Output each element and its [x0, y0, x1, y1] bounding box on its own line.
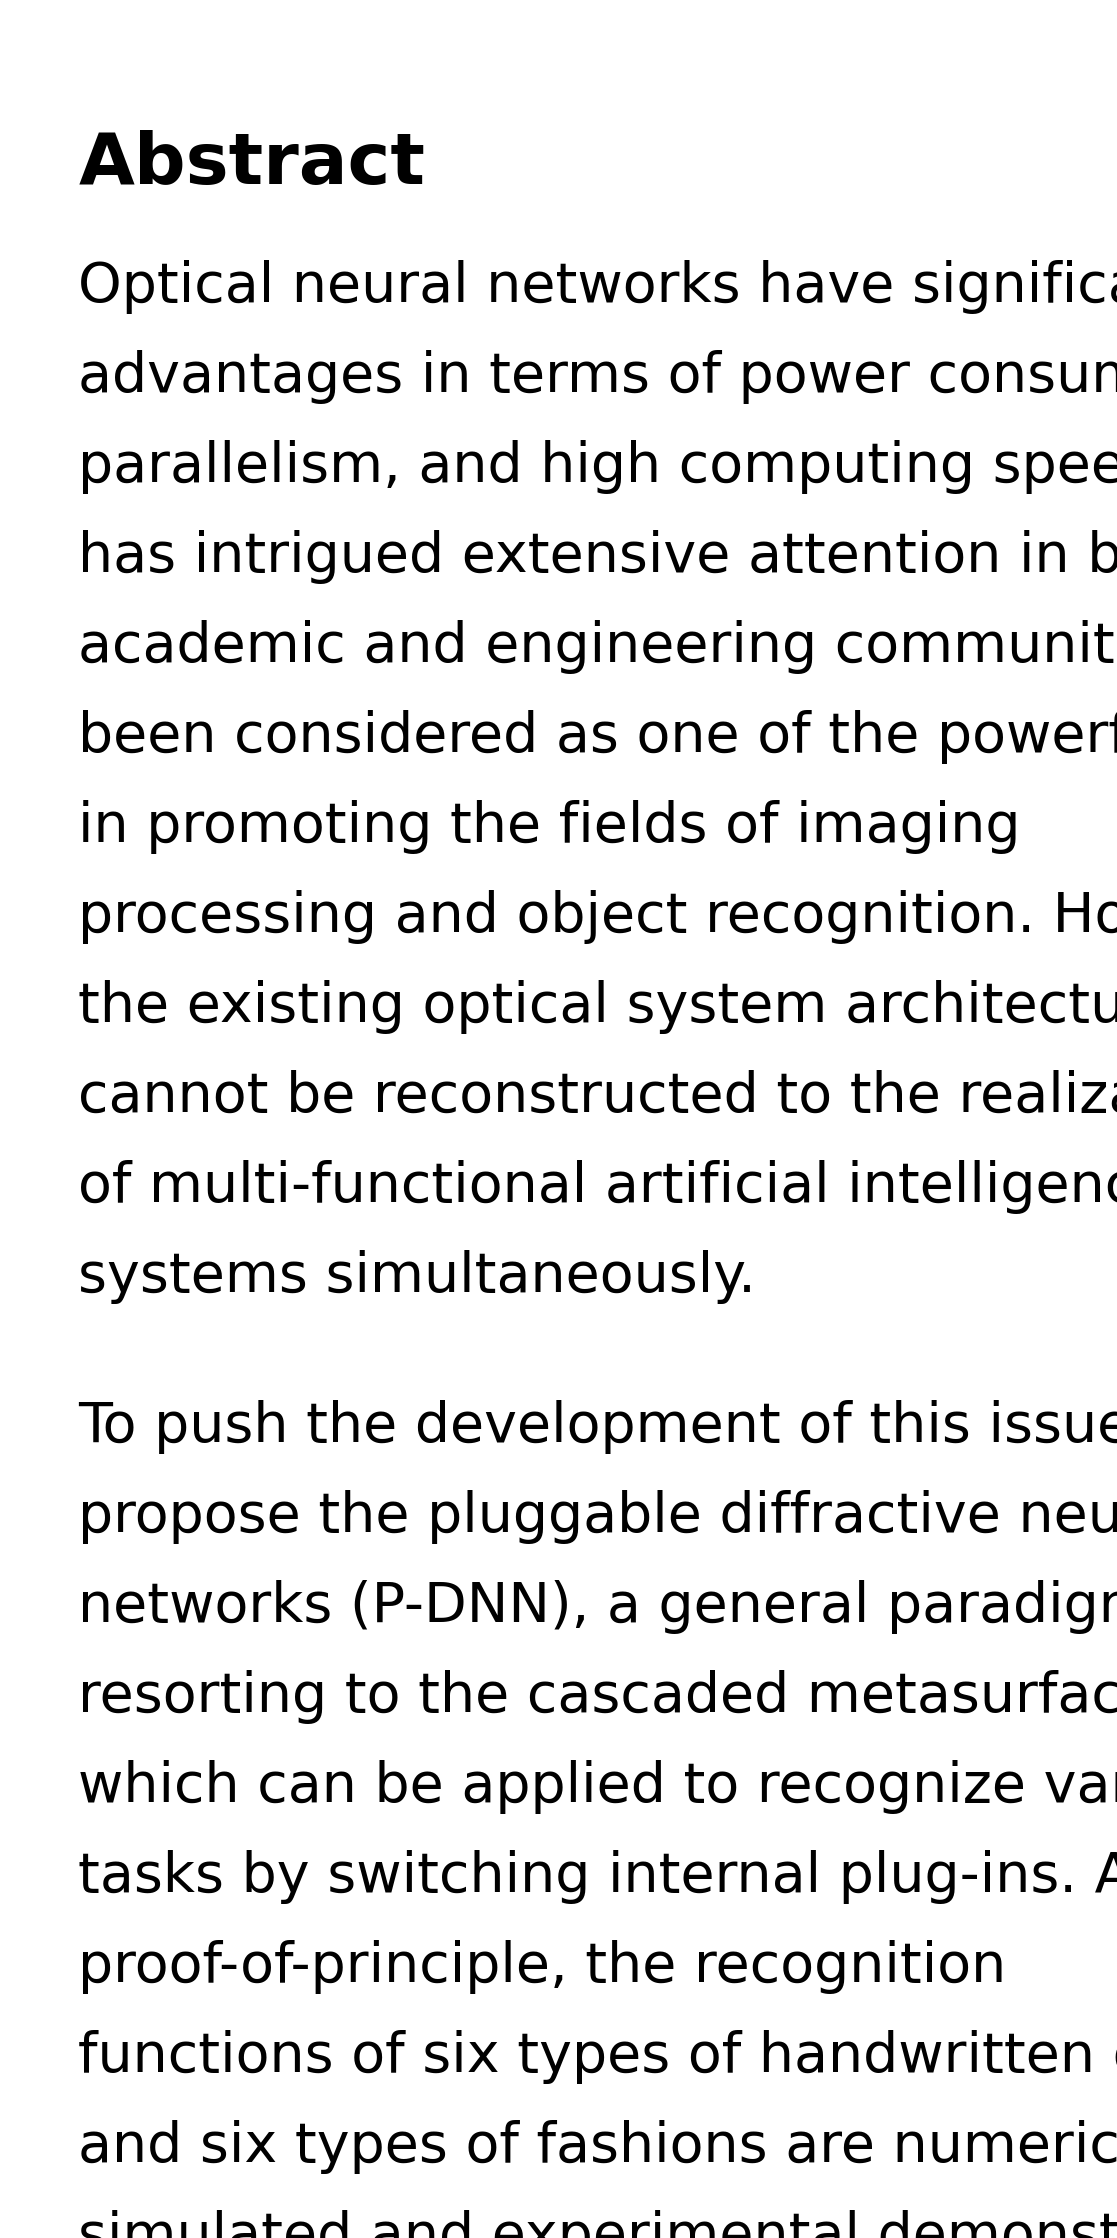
Text: and six types of fashions are numerical: and six types of fashions are numerical [78, 2119, 1117, 2173]
Text: has intrigued extensive attention in both: has intrigued extensive attention in bot… [78, 530, 1117, 584]
Text: advantages in terms of power consumption,: advantages in terms of power consumption… [78, 349, 1117, 405]
Text: systems simultaneously.: systems simultaneously. [78, 1251, 756, 1305]
Text: which can be applied to recognize various: which can be applied to recognize variou… [78, 1759, 1117, 1815]
Text: To push the development of this issue, we: To push the development of this issue, w… [78, 1401, 1117, 1455]
Text: Optical neural networks have significant: Optical neural networks have significant [78, 260, 1117, 313]
Text: of multi-functional artificial intelligence: of multi-functional artificial intellige… [78, 1159, 1117, 1213]
Text: networks (P-DNN), a general paradigm: networks (P-DNN), a general paradigm [78, 1580, 1117, 1634]
Text: been considered as one of the powerful tools: been considered as one of the powerful t… [78, 709, 1117, 763]
Text: functions of six types of handwritten digits: functions of six types of handwritten di… [78, 2030, 1117, 2084]
Text: the existing optical system architecture: the existing optical system architecture [78, 980, 1117, 1034]
Text: academic and engineering communities. It has: academic and engineering communities. It… [78, 620, 1117, 674]
Text: processing and object recognition. However,: processing and object recognition. Howev… [78, 891, 1117, 944]
Text: parallelism, and high computing speed, which: parallelism, and high computing speed, w… [78, 441, 1117, 495]
Text: propose the pluggable diffractive neural: propose the pluggable diffractive neural [78, 1491, 1117, 1544]
Text: resorting to the cascaded metasurfaces,: resorting to the cascaded metasurfaces, [78, 1670, 1117, 1723]
Text: proof-of-principle, the recognition: proof-of-principle, the recognition [78, 1940, 1006, 1994]
Text: tasks by switching internal plug-ins. As the: tasks by switching internal plug-ins. As… [78, 1851, 1117, 1905]
Text: Abstract: Abstract [78, 130, 426, 199]
Text: cannot be reconstructed to the realization: cannot be reconstructed to the realizati… [78, 1070, 1117, 1123]
Text: in promoting the fields of imaging: in promoting the fields of imaging [78, 799, 1021, 855]
Text: simulated and experimental demonstrated at: simulated and experimental demonstrated … [78, 2209, 1117, 2238]
